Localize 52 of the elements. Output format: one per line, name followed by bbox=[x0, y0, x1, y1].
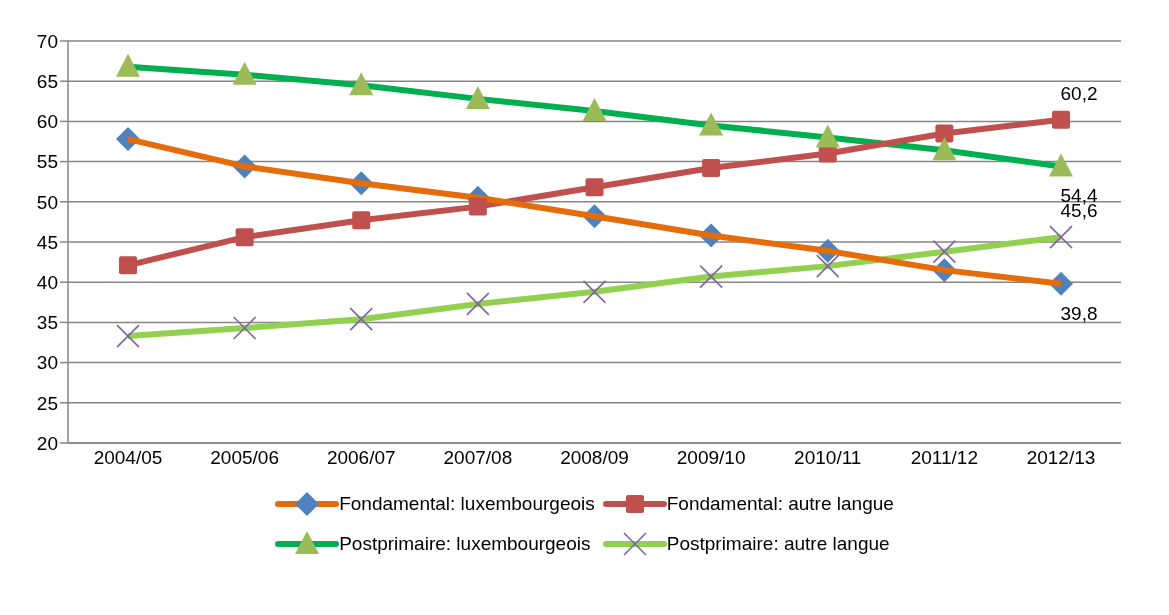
data-label: 39,8 bbox=[1060, 302, 1098, 324]
point bbox=[699, 112, 724, 136]
point bbox=[582, 280, 607, 304]
x-tick-label: 2009/10 bbox=[676, 447, 746, 469]
x-tick-label: 2006/07 bbox=[326, 447, 396, 469]
legend-label: Fondamental: autre langue bbox=[666, 493, 894, 515]
y-tick-label: 65 bbox=[36, 70, 58, 92]
y-tick-label: 55 bbox=[36, 151, 58, 173]
legend-label: Postprimaire: luxembourgeois bbox=[339, 533, 591, 555]
x-tick-label: 2007/08 bbox=[443, 447, 513, 469]
point bbox=[349, 307, 374, 331]
y-tick-label: 25 bbox=[36, 392, 58, 414]
point bbox=[232, 316, 257, 340]
point bbox=[815, 124, 840, 148]
x-tick-label: 2012/13 bbox=[1026, 447, 1096, 469]
y-tick-label: 45 bbox=[36, 231, 58, 253]
point bbox=[349, 72, 374, 96]
data-label: 60,2 bbox=[1060, 82, 1098, 104]
point bbox=[585, 178, 604, 197]
point bbox=[1049, 225, 1073, 249]
legend-label: Fondamental: luxembourgeois bbox=[339, 493, 595, 515]
y-tick-label: 60 bbox=[36, 111, 58, 133]
y-tick-label: 50 bbox=[36, 191, 58, 213]
point bbox=[116, 324, 140, 348]
point bbox=[116, 53, 140, 77]
point bbox=[119, 256, 137, 275]
y-tick-label: 20 bbox=[36, 432, 58, 454]
y-tick-label: 40 bbox=[36, 271, 58, 293]
x-tick-label: 2010/11 bbox=[794, 447, 862, 469]
point bbox=[699, 264, 723, 289]
point bbox=[465, 85, 490, 109]
point bbox=[932, 137, 957, 161]
point bbox=[232, 61, 257, 85]
point bbox=[1052, 110, 1070, 129]
point bbox=[935, 124, 954, 143]
point bbox=[352, 211, 371, 230]
x-tick-label: 2005/06 bbox=[210, 447, 279, 469]
point bbox=[235, 228, 254, 247]
x-tick-label: 2008/09 bbox=[560, 447, 629, 469]
y-tick-label: 70 bbox=[36, 30, 58, 52]
point bbox=[466, 292, 490, 316]
point bbox=[582, 97, 607, 121]
point bbox=[702, 159, 721, 178]
x-tick-label: 2004/05 bbox=[93, 447, 163, 469]
legend-label: Postprimaire: autre langue bbox=[666, 533, 890, 555]
y-tick-label: 30 bbox=[36, 352, 58, 374]
x-tick-label: 2011/12 bbox=[910, 447, 979, 469]
y-tick-label: 35 bbox=[36, 312, 58, 334]
point bbox=[1049, 153, 1073, 177]
point bbox=[815, 254, 840, 278]
point bbox=[468, 197, 487, 216]
point bbox=[932, 239, 957, 264]
